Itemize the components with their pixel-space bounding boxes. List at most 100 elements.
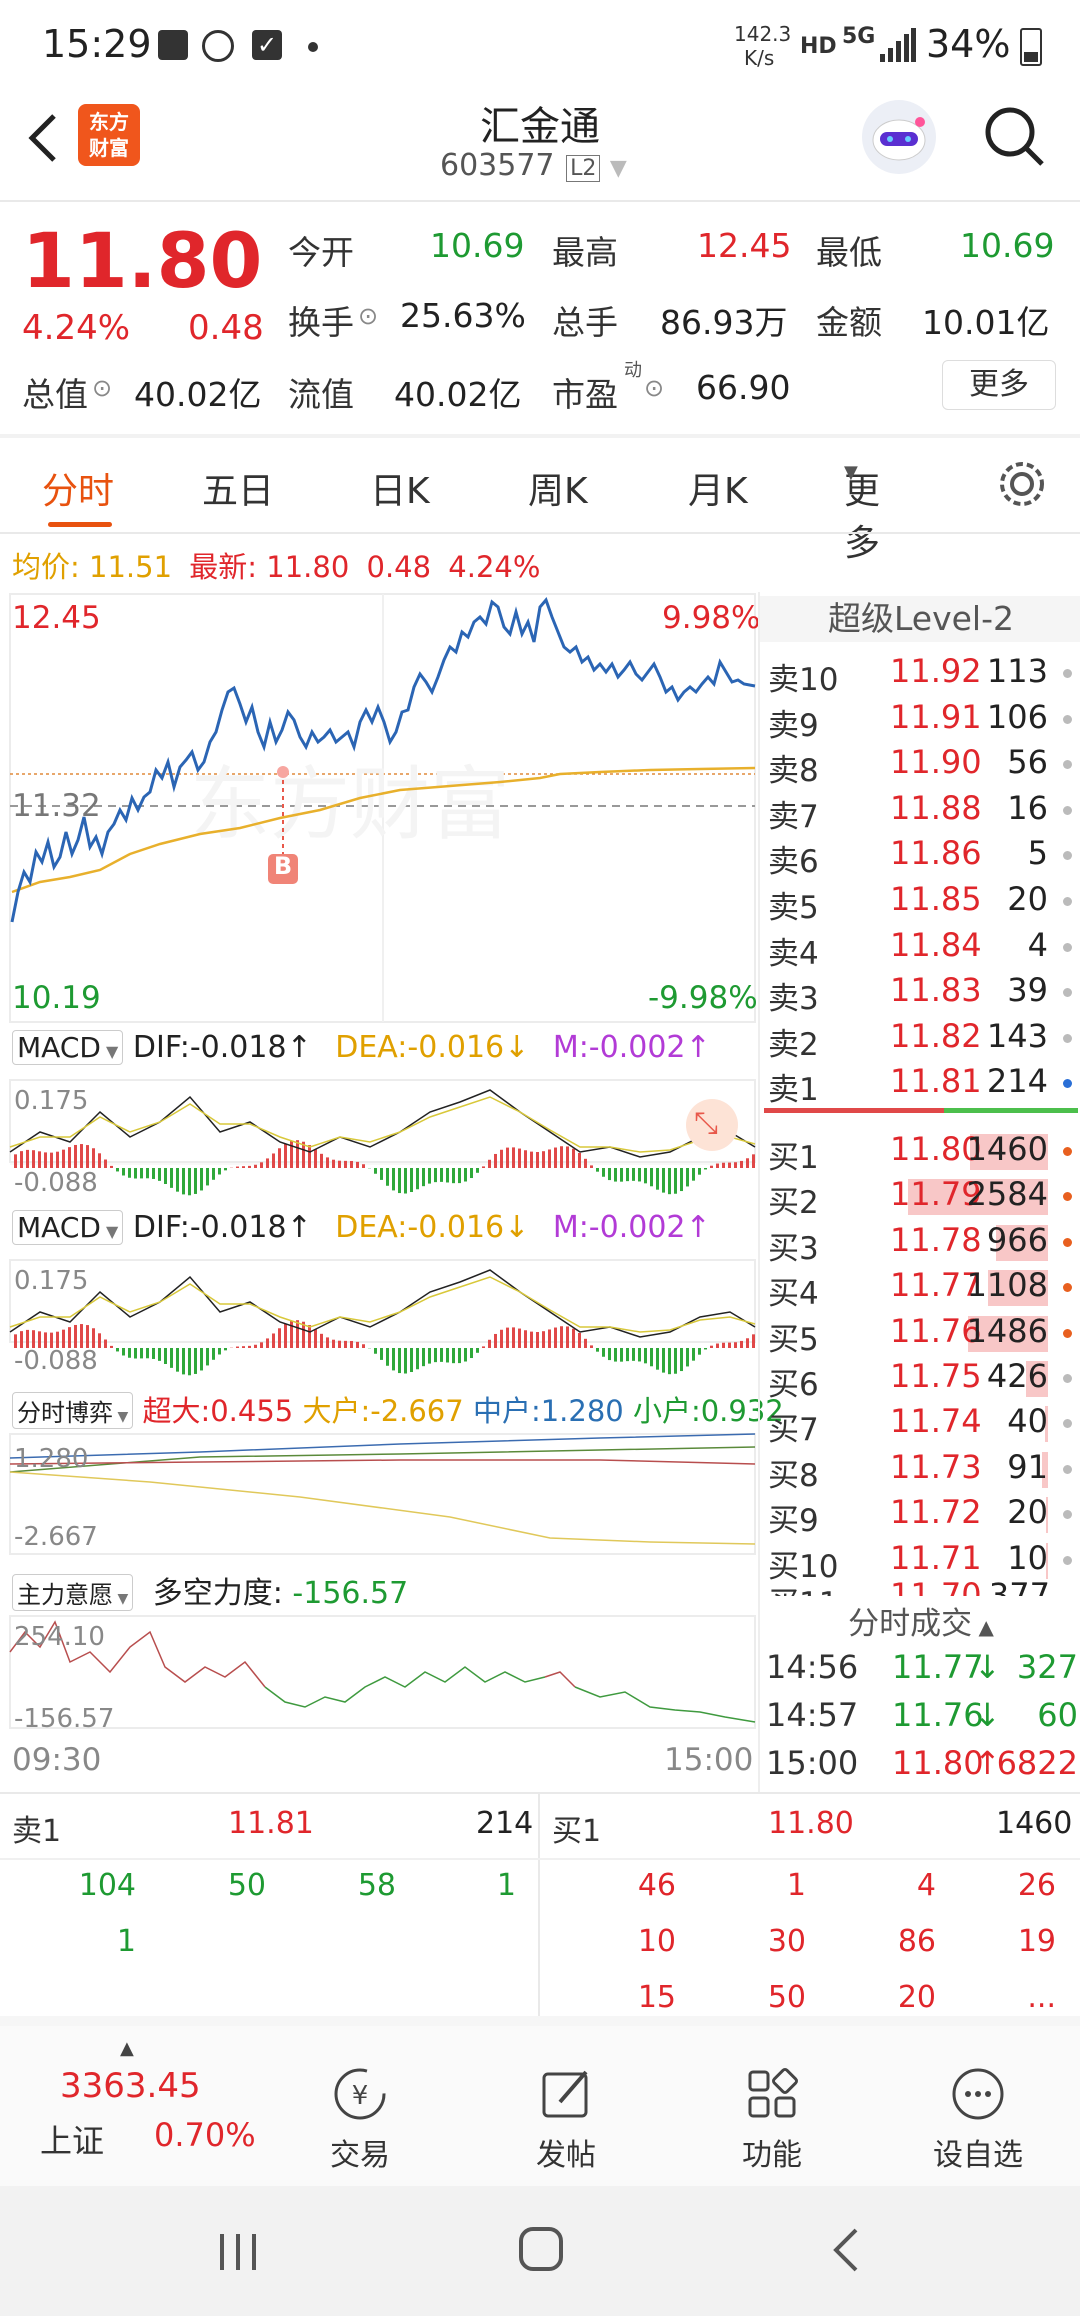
bid-row[interactable]: 买6 11.75 426 [760,1355,1080,1403]
expand-icon[interactable]: ⤡ [694,1106,718,1141]
tab-monthly-k[interactable]: 月K [688,471,748,512]
net-speed: 142.3 [734,22,792,46]
macd-bar [194,1348,197,1374]
bid-row[interactable]: 买9 11.72 20 [760,1491,1080,1539]
ask-row[interactable]: 卖10 11.92 113 [760,650,1080,698]
indicator-select[interactable]: 分时博弈 ▼ [12,1392,134,1429]
bid-volume: 20 [1007,1493,1048,1532]
bid-row[interactable]: 买7 11.74 40 [760,1400,1080,1448]
volume-label: 总手 [552,303,618,342]
info-icon[interactable]: ⊙ [644,374,665,402]
macd-bar [494,1333,497,1348]
ask-volume: 214 [986,1062,1048,1101]
macd-bar [428,1348,431,1364]
tick-arrow: ↓ [974,1696,1001,1734]
home-icon[interactable] [518,2226,564,2272]
macd-bar [20,1151,23,1168]
macd-bar [134,1168,137,1179]
macd-bar [446,1348,449,1363]
macd-bar [644,1348,647,1364]
macd-bar [602,1168,605,1177]
ask-row[interactable]: 卖1 11.81 214 [760,1060,1080,1108]
macd-bar [740,1160,743,1168]
indicator-name: MACD [17,1211,101,1244]
status-dot-icon [1063,1374,1072,1383]
macd-bar [620,1348,623,1362]
macd-bar [398,1348,401,1374]
macd-bar [68,1327,71,1348]
queue-cell: ... [1027,1980,1056,2015]
ask-row[interactable]: 卖3 11.83 39 [760,969,1080,1017]
ask-row[interactable]: 卖7 11.88 16 [760,787,1080,835]
macd-bar [572,1328,575,1348]
macd-bar [626,1348,629,1362]
macd-bar [194,1168,197,1194]
bid-row[interactable]: 买10 11.71 10 [760,1537,1080,1585]
back-icon[interactable] [18,108,68,168]
ask-row[interactable]: 卖5 11.85 20 [760,878,1080,926]
back-nav-icon[interactable] [826,2226,866,2274]
recent-apps-icon[interactable] [214,2230,264,2274]
info-icon[interactable]: ⊙ [92,374,113,402]
game-bottom-label: -2.667 [14,1522,98,1552]
indicator-select[interactable]: MACD ▼ [12,1030,124,1065]
macd-bar [752,1154,755,1168]
macd-bar [698,1348,701,1355]
macd-bar [386,1348,389,1366]
game-top-label: 1.280 [14,1444,89,1474]
macd-bar [164,1168,167,1184]
more-button[interactable]: 更多 [942,360,1056,410]
tab-five-day[interactable]: 五日 [202,471,275,512]
status-dot-icon [1063,1555,1072,1565]
nav-post[interactable]: 发帖 [496,2066,636,2174]
queue-cell: 50 [227,1868,266,1903]
bid-row[interactable]: 买5 11.76 1486 [760,1310,1080,1358]
macd-bar [158,1348,161,1361]
nav-trade[interactable]: ¥ 交易 [290,2066,430,2174]
indicator-select[interactable]: 主力意愿 ▼ [12,1574,134,1611]
bid-row[interactable]: 买8 11.73 91 [760,1446,1080,1494]
intraday-chart-panel[interactable]: 东方财富 12.45 9.98% 11.32 10 [0,592,784,1792]
ask-row[interactable]: 卖6 11.86 5 [760,832,1080,880]
ticks-header[interactable]: 分时成交 ▲ [760,1598,1080,1643]
macd-bar [86,1145,89,1168]
ask-row[interactable]: 卖9 11.91 106 [760,696,1080,744]
nav-function[interactable]: 功能 [702,2066,842,2174]
index-ticker[interactable]: ▲ 3363.45 上证 0.70% [0,2036,260,2176]
macd-bar [710,1165,713,1168]
bid-row[interactable]: 买1 11.80 1460 [760,1128,1080,1176]
level2-header[interactable]: 超级Level-2 [760,596,1080,642]
macd-bar [434,1168,437,1183]
macd-bar [728,1162,731,1168]
macd-bar [272,1333,275,1348]
indicator-name: MACD [17,1031,101,1064]
ask-price: 11.92 [890,652,982,690]
book-divider-green [944,1108,1078,1113]
hd-badge: HD [800,34,837,59]
ask-row[interactable]: 卖8 11.90 56 [760,741,1080,789]
game-mid: 中户:1.280 [472,1394,624,1428]
macd-bar [14,1154,17,1168]
nav-watchlist[interactable]: 设自选 [908,2066,1048,2174]
indicator-select[interactable]: MACD ▼ [12,1210,124,1245]
ask-row[interactable]: 卖4 11.84 4 [760,924,1080,972]
stock-code[interactable]: 603577 L2 ▼ [440,148,640,183]
bid-row[interactable]: 买4 11.77 1108 [760,1264,1080,1312]
status-dot-icon [1063,988,1072,998]
search-icon[interactable] [980,102,1050,172]
info-icon[interactable]: ⊙ [358,302,379,330]
caret-down-icon: ▼ [844,462,858,483]
bid-row[interactable]: 买2 11.79 2584 [760,1173,1080,1221]
buy-marker[interactable]: B [273,852,293,880]
macd-bar [26,1149,29,1168]
tab-daily-k[interactable]: 日K [370,471,430,512]
ask-row[interactable]: 卖2 11.82 143 [760,1015,1080,1063]
bid-row[interactable]: 买3 11.78 966 [760,1219,1080,1267]
tab-intraday[interactable]: 分时 [42,471,115,512]
book-divider [764,1108,944,1113]
settings-icon[interactable] [996,458,1048,510]
macd-bar [164,1348,167,1364]
tab-weekly-k[interactable]: 周K [528,471,588,512]
macd-bar [668,1348,671,1375]
robot-assistant-icon[interactable] [862,100,936,174]
